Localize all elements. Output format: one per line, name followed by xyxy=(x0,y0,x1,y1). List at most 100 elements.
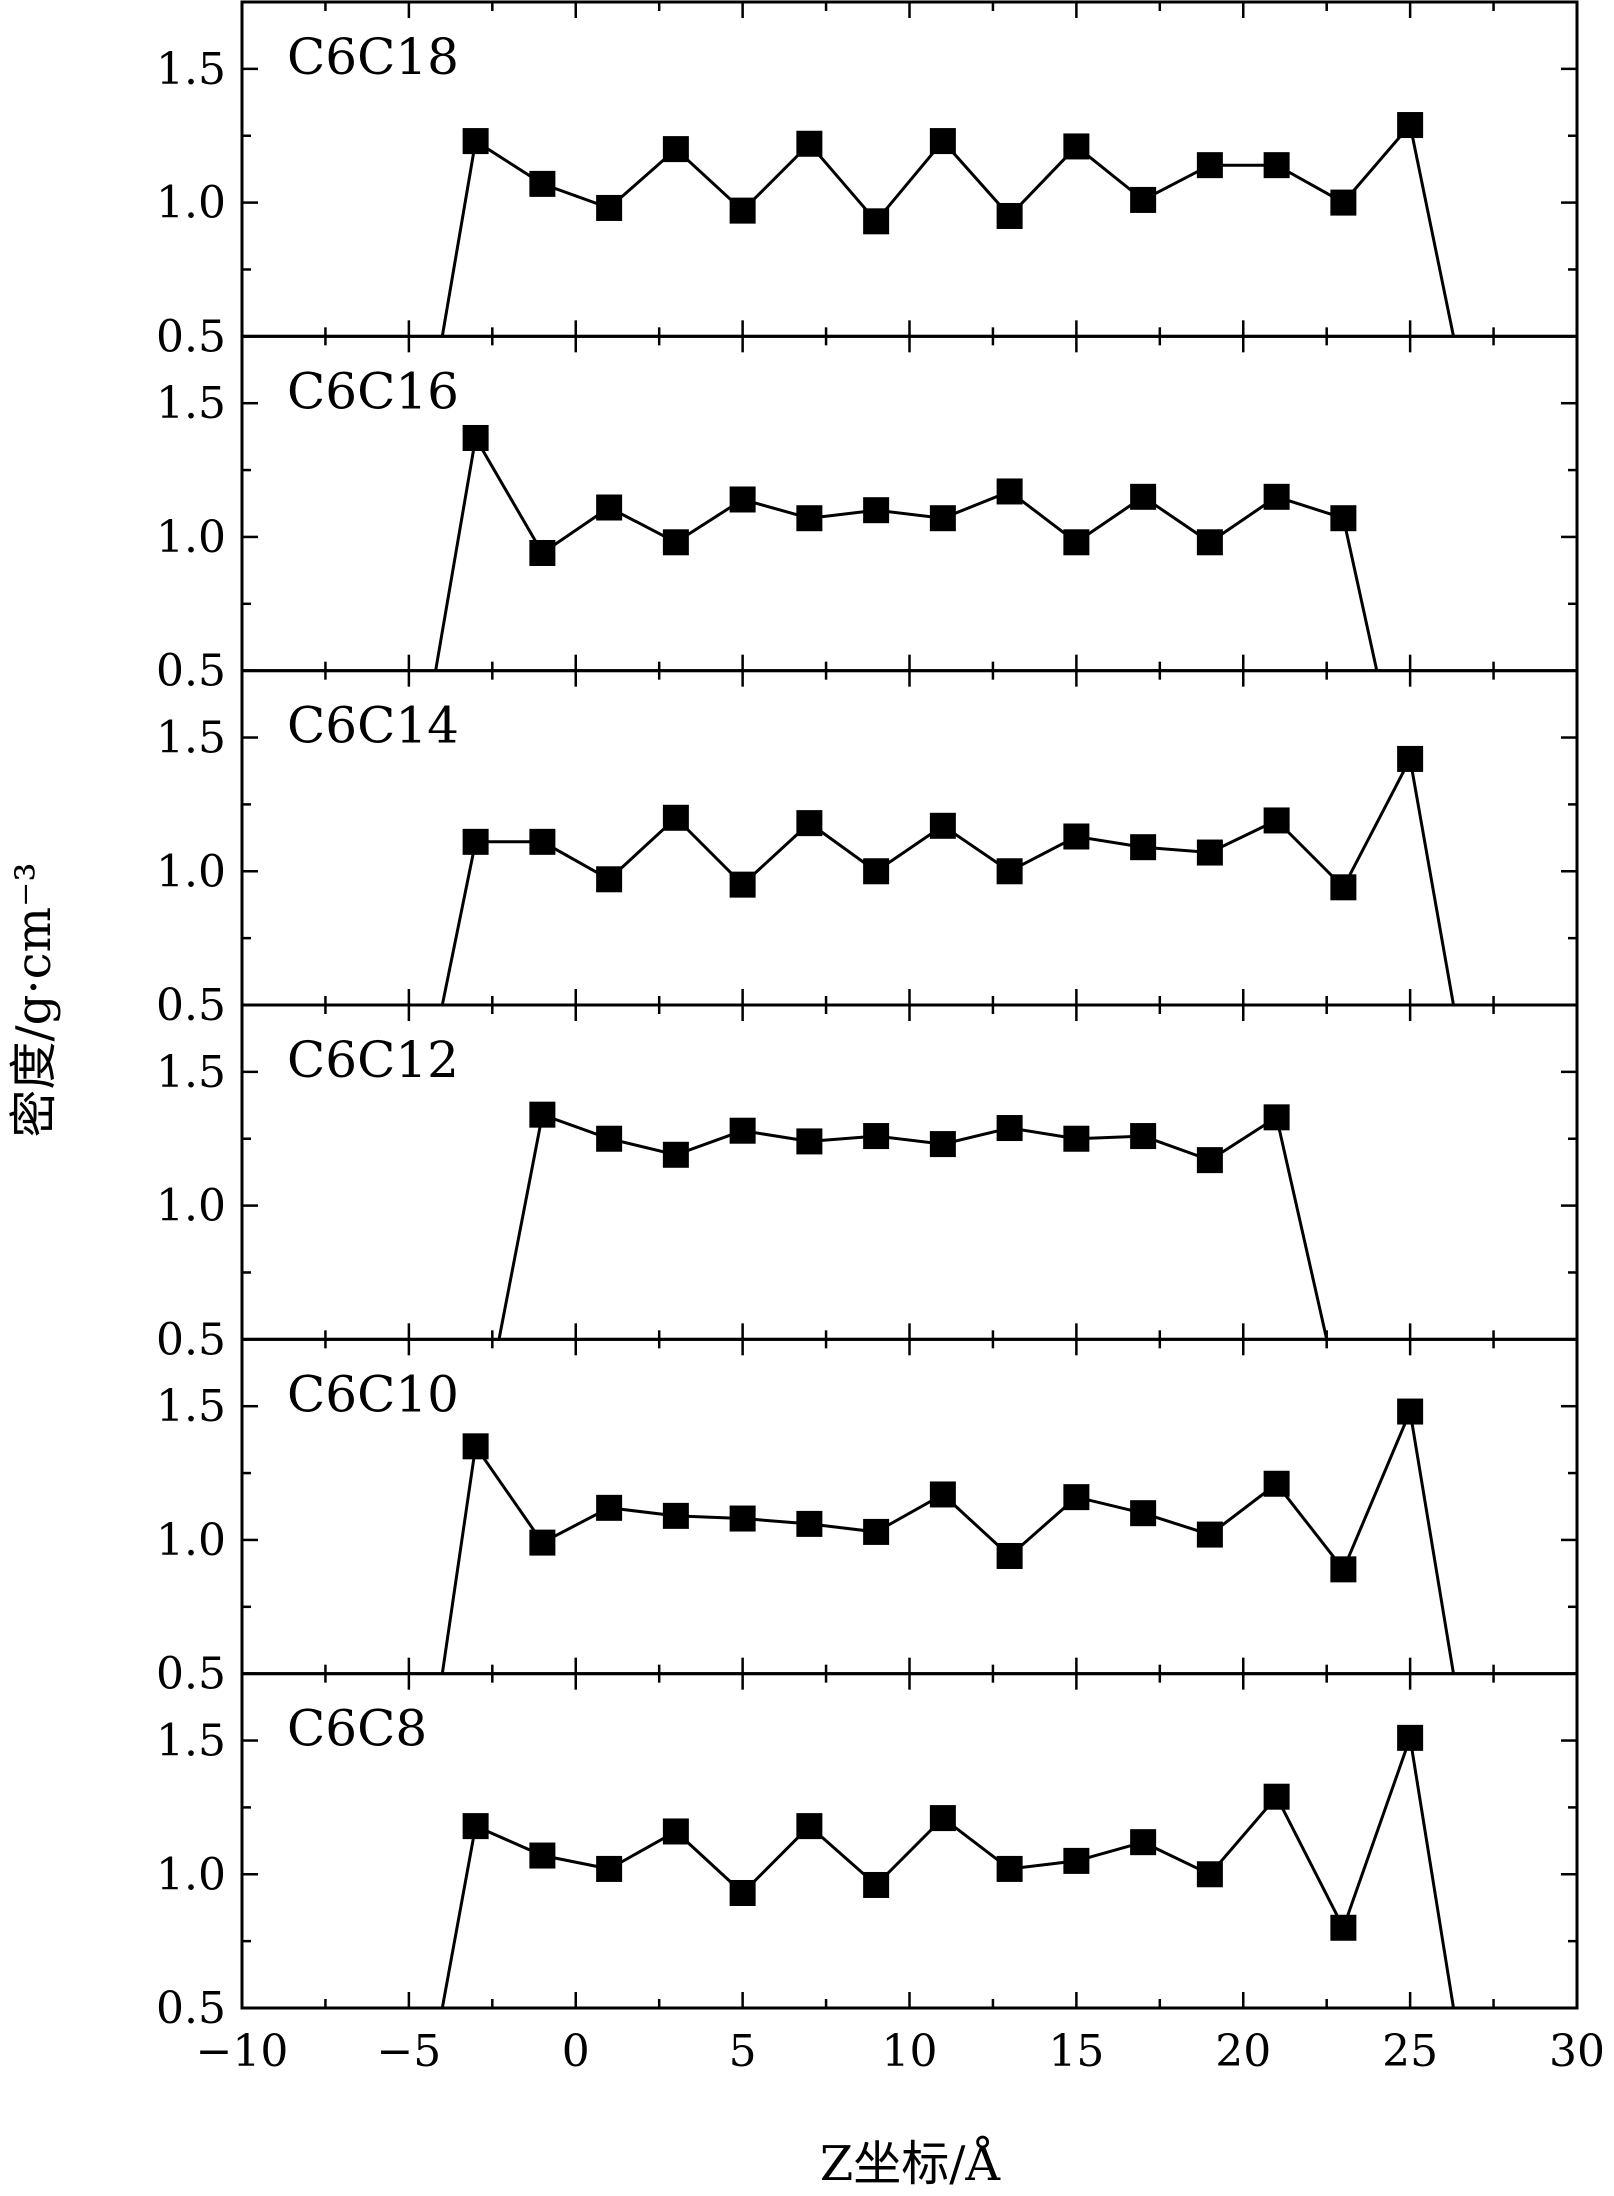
data-point xyxy=(929,128,956,155)
y-tick-label: 1.5 xyxy=(156,1381,226,1432)
data-point xyxy=(1063,133,1090,160)
panel-label: C6C18 xyxy=(287,28,459,86)
data-point xyxy=(863,858,890,885)
y-tick-label: 1.0 xyxy=(156,178,226,229)
x-tick-label: 0 xyxy=(562,2026,590,2077)
data-point xyxy=(729,871,756,898)
x-tick-label: −10 xyxy=(196,2026,289,2077)
data-point xyxy=(996,858,1023,885)
data-point xyxy=(596,1125,623,1152)
x-tick-label: 30 xyxy=(1549,2026,1605,2077)
y-tick-label: 1.5 xyxy=(156,44,226,95)
data-point xyxy=(1196,1861,1223,1888)
data-point xyxy=(662,529,689,556)
panel-frame xyxy=(240,1672,1579,2010)
data-point xyxy=(996,478,1023,505)
data-point xyxy=(1196,152,1223,179)
panel-c6c8: 0.5 1.0 1.5 C6C8 xyxy=(156,1672,1579,2034)
x-tick-label: 20 xyxy=(1215,2026,1271,2077)
data-point xyxy=(1330,1914,1357,1941)
data-point xyxy=(929,812,956,839)
data-point xyxy=(1130,1500,1157,1527)
y-tick-label: 0.5 xyxy=(156,980,226,1031)
data-point xyxy=(662,1141,689,1168)
data-point xyxy=(996,1542,1023,1569)
data-point xyxy=(796,505,823,532)
data-point xyxy=(1196,1147,1223,1174)
panel-label: C6C14 xyxy=(287,697,459,755)
y-tick-label: 1.5 xyxy=(156,1047,226,1098)
data-point xyxy=(662,1502,689,1529)
data-point xyxy=(1397,112,1424,139)
data-point xyxy=(1397,1724,1424,1751)
data-point xyxy=(1063,529,1090,556)
data-point xyxy=(596,494,623,521)
y-tick-label: 0.5 xyxy=(156,1983,226,2034)
data-point xyxy=(1263,483,1290,510)
panel-c6c16: 0.5 1.0 1.5 C6C16 xyxy=(156,334,1579,697)
data-point xyxy=(662,804,689,831)
y-tick-label: 1.0 xyxy=(156,1181,226,1232)
data-point xyxy=(796,1813,823,1840)
y-tick-label: 1.0 xyxy=(156,512,226,563)
data-point xyxy=(1330,874,1357,901)
data-point xyxy=(929,1131,956,1158)
y-tick-label: 0.5 xyxy=(156,311,226,362)
data-point xyxy=(1063,1125,1090,1152)
y-tick-label: 1.5 xyxy=(156,378,226,429)
data-point xyxy=(529,539,556,566)
data-point xyxy=(1263,1783,1290,1810)
series-line xyxy=(440,121,1455,337)
data-point xyxy=(863,1123,890,1150)
panel-c6c18: 0.5 1.0 1.5 C6C18 xyxy=(156,0,1579,362)
panel-label: C6C10 xyxy=(287,1365,459,1423)
data-point xyxy=(796,1510,823,1537)
data-point xyxy=(462,1433,489,1460)
data-point xyxy=(462,828,489,855)
data-point xyxy=(529,1842,556,1869)
x-tick-label: 5 xyxy=(729,2026,757,2077)
series-line xyxy=(440,1406,1455,1674)
data-point xyxy=(729,1879,756,1906)
data-point xyxy=(1263,807,1290,834)
data-point xyxy=(1196,1521,1223,1548)
data-point xyxy=(1263,1104,1290,1131)
y-tick-label: 0.5 xyxy=(156,1649,226,1700)
data-point xyxy=(863,1518,890,1545)
data-point xyxy=(1130,186,1157,213)
data-point xyxy=(996,1855,1023,1882)
data-point xyxy=(662,1818,689,1845)
data-point xyxy=(596,1494,623,1521)
x-axis: −10 −5 0 5 10 15 20 25 30 xyxy=(196,2026,1605,2077)
data-point xyxy=(1196,839,1223,866)
data-point xyxy=(529,1101,556,1128)
data-point xyxy=(1330,189,1357,216)
panel-c6c10: 0.5 1.0 1.5 C6C10 xyxy=(156,1337,1579,1700)
panel-label: C6C12 xyxy=(287,1031,459,1089)
y-tick-label: 0.5 xyxy=(156,646,226,697)
data-point xyxy=(796,130,823,157)
series-line xyxy=(440,754,1455,1006)
data-point xyxy=(729,1117,756,1144)
x-tick-label: 25 xyxy=(1382,2026,1438,2077)
data-point xyxy=(1397,745,1424,772)
data-point xyxy=(996,202,1023,229)
y-tick-label: 1.5 xyxy=(156,1716,226,1767)
data-point xyxy=(1263,1470,1290,1497)
data-point xyxy=(529,170,556,197)
y-tick-label: 1.0 xyxy=(156,1515,226,1566)
y-tick-label: 0.5 xyxy=(156,1314,226,1365)
data-point xyxy=(529,828,556,855)
data-point xyxy=(1330,1556,1357,1583)
data-point xyxy=(596,194,623,221)
data-point xyxy=(929,1805,956,1832)
series-line xyxy=(440,1737,1455,2009)
data-point xyxy=(929,1481,956,1508)
panels-group: 0.5 1.0 1.5 C6C18 0.5 1.0 1.5 C6C16 0.5 1.0 1.5 C6C… xyxy=(156,0,1579,2034)
panel-label: C6C16 xyxy=(287,362,459,420)
data-point xyxy=(1397,1398,1424,1425)
data-point xyxy=(1130,834,1157,861)
data-point xyxy=(729,197,756,224)
data-point xyxy=(929,505,956,532)
